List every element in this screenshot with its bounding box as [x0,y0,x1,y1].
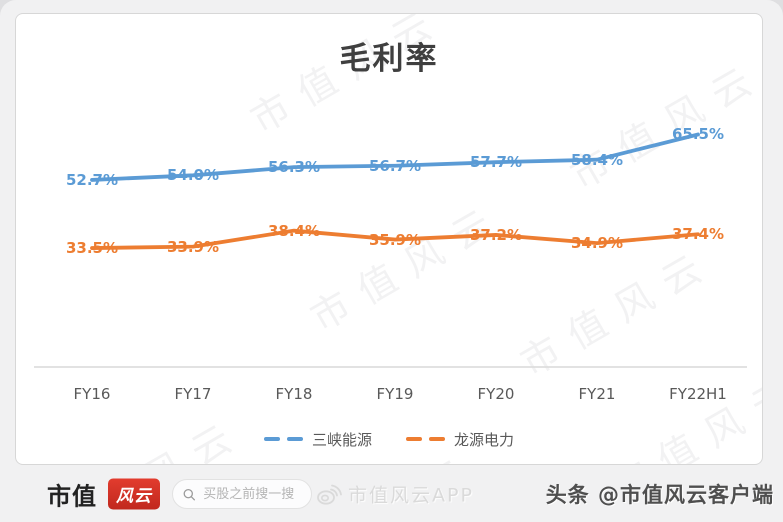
data-label: 34.9% [570,234,624,253]
data-label: 54.0% [166,166,220,185]
brand-logo: 风云 [108,478,160,510]
weibo-icon [317,484,342,505]
legend: 三峡能源 龙源电力 [16,425,762,453]
series-line-0 [90,132,700,182]
bottom-bar: 市值 风云 市值风云APP 头条 @市值风云客户端 [0,466,783,522]
data-label: 56.3% [267,158,321,177]
data-label: 58.4% [570,150,624,169]
line-chart [34,132,747,368]
data-label: 52.7% [65,170,119,189]
app-watermark-text: 市值风云APP [348,484,474,507]
search-input[interactable] [201,485,301,503]
search-icon [183,488,196,500]
data-label: 57.7% [469,153,523,172]
chart-card: 市值风云市值风云市值风云市值风云市值风云市值风云市值风云 毛利率 52.7%54… [15,13,763,465]
x-axis-label: FY17 [174,385,212,403]
data-label: 37.4% [671,225,725,244]
data-label: 33.9% [166,237,220,256]
app-watermark: 市值风云APP [316,481,474,508]
x-axis-label: FY19 [376,385,414,403]
legend-dash [429,436,445,442]
data-label: 38.4% [267,221,321,240]
data-label: 33.5% [65,239,119,258]
legend-dash [263,436,280,442]
x-axis-label: FY18 [275,385,313,403]
data-label: 56.7% [368,156,422,175]
legend-item-1: 龙源电力 [406,429,514,450]
data-label: 65.5% [671,125,725,144]
x-axis-label: FY22H1 [669,385,727,403]
legend-dash-icon [406,436,445,442]
brand-text: 市值 [47,482,97,511]
data-label: 35.9% [368,230,422,249]
credit-text: 头条 @市值风云客户端 [545,483,774,507]
legend-dash [406,436,422,442]
legend-dash [286,436,303,442]
search-box[interactable] [172,479,312,509]
legend-item-0: 三峡能源 [263,429,372,450]
series-line-1 [90,228,700,250]
x-axis-label: FY21 [578,385,616,403]
data-label: 37.2% [469,225,523,244]
x-axis-label: FY20 [477,385,515,403]
legend-label: 三峡能源 [311,430,372,449]
legend-dash-icon [263,436,303,442]
x-axis-label: FY16 [73,385,111,403]
legend-label: 龙源电力 [454,430,515,449]
chart-title: 毛利率 [339,41,439,77]
